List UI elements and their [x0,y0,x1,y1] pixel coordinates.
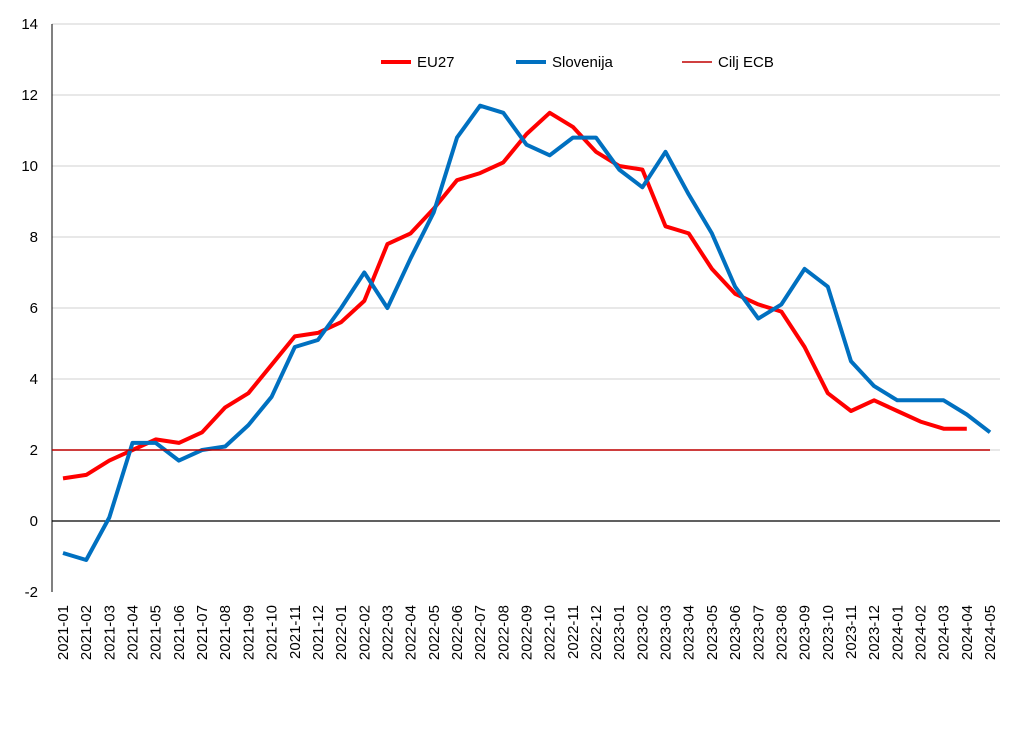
legend-label-slovenija: Slovenija [552,54,614,71]
x-tick-label: 2022-03 [379,605,396,660]
y-axis-ticks: -2 0 2 4 6 8 10 12 14 [21,16,38,601]
legend: EU27 Slovenija Cilj ECB [381,54,774,71]
x-tick-label: 2024-05 [982,605,999,660]
x-tick-label: 2021-10 [264,605,281,660]
x-tick-label: 2023-10 [820,605,837,660]
x-tick-label: 2021-06 [171,605,188,660]
x-tick-label: 2024-04 [959,605,976,660]
x-tick-label: 2022-05 [426,605,443,660]
series-group [52,106,990,561]
x-tick-label: 2022-02 [356,605,373,660]
x-tick-label: 2024-01 [889,605,906,660]
x-tick-label: 2023-11 [843,605,860,659]
x-tick-label: 2022-01 [333,605,350,660]
x-tick-label: 2023-09 [797,605,814,660]
x-tick-label: 2022-12 [588,605,605,660]
x-tick-label: 2021-02 [78,605,95,660]
y-tick-label: 8 [30,229,38,246]
y-tick-label: 2 [30,442,38,459]
x-tick-label: 2021-08 [217,605,234,660]
x-tick-label: 2022-07 [472,605,489,660]
y-tick-label: 4 [30,371,38,388]
x-tick-label: 2021-07 [194,605,211,660]
x-tick-label: 2023-01 [611,605,628,660]
x-tick-label: 2022-11 [565,605,582,659]
x-tick-label: 2023-06 [727,605,744,660]
y-tick-label: 0 [30,513,38,530]
x-tick-label: 2023-07 [750,605,767,660]
series-line-slovenija [63,106,990,560]
x-tick-label: 2022-08 [495,605,512,660]
x-tick-label: 2023-03 [658,605,675,660]
legend-label-cilj-ecb: Cilj ECB [718,54,774,71]
x-tick-label: 2024-03 [936,605,953,660]
y-tick-label: -2 [25,584,38,601]
x-tick-label: 2021-01 [55,605,72,660]
x-tick-label: 2021-05 [148,605,165,660]
x-tick-label: 2023-02 [634,605,651,660]
y-tick-label: 6 [30,300,38,317]
x-tick-label: 2022-09 [519,605,536,660]
y-tick-label: 14 [21,16,38,33]
y-tick-label: 10 [21,158,38,175]
x-tick-label: 2021-11 [287,605,304,659]
x-axis-ticks: 2021-01 2021-02 2021-03 2021-04 2021-05 2021-… [55,605,999,660]
gridlines [52,24,1000,521]
x-tick-label: 2021-04 [125,605,142,660]
x-tick-label: 2023-04 [681,605,698,660]
x-tick-label: 2024-02 [912,605,929,660]
x-tick-label: 2021-09 [240,605,257,660]
x-tick-label: 2021-03 [101,605,118,660]
legend-label-eu27: EU27 [417,54,455,71]
x-tick-label: 2021-12 [310,605,327,660]
x-tick-label: 2022-04 [403,605,420,660]
x-tick-label: 2023-12 [866,605,883,660]
x-tick-label: 2022-10 [542,605,559,660]
y-tick-label: 12 [21,87,38,104]
x-tick-label: 2023-05 [704,605,721,660]
x-tick-label: 2023-08 [773,605,790,660]
x-tick-label: 2022-06 [449,605,466,660]
